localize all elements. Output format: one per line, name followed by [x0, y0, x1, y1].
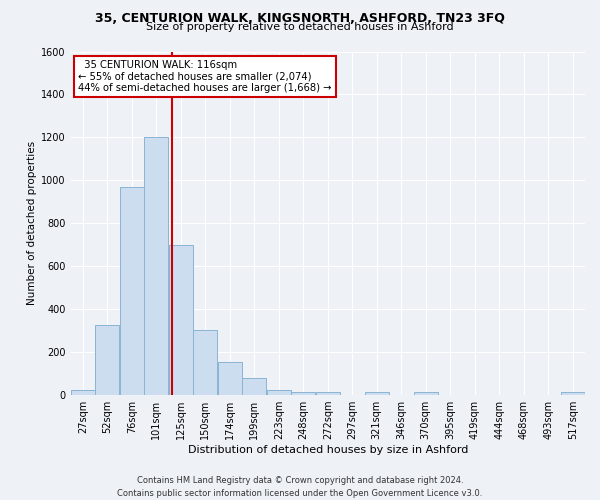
- Text: 35, CENTURION WALK, KINGSNORTH, ASHFORD, TN23 3FQ: 35, CENTURION WALK, KINGSNORTH, ASHFORD,…: [95, 12, 505, 26]
- Bar: [561, 392, 585, 395]
- Bar: [242, 378, 266, 395]
- Bar: [145, 138, 169, 395]
- Bar: [169, 245, 193, 395]
- Bar: [365, 392, 389, 395]
- Bar: [218, 362, 242, 395]
- Text: Contains HM Land Registry data © Crown copyright and database right 2024.
Contai: Contains HM Land Registry data © Crown c…: [118, 476, 482, 498]
- Y-axis label: Number of detached properties: Number of detached properties: [27, 141, 37, 306]
- Text: 35 CENTURION WALK: 116sqm  
← 55% of detached houses are smaller (2,074)
44% of : 35 CENTURION WALK: 116sqm ← 55% of detac…: [79, 60, 332, 94]
- X-axis label: Distribution of detached houses by size in Ashford: Distribution of detached houses by size …: [188, 445, 468, 455]
- Bar: [414, 392, 438, 395]
- Bar: [193, 330, 217, 395]
- Text: Size of property relative to detached houses in Ashford: Size of property relative to detached ho…: [146, 22, 454, 32]
- Bar: [292, 392, 316, 395]
- Bar: [71, 390, 95, 395]
- Bar: [316, 392, 340, 395]
- Bar: [120, 187, 144, 395]
- Bar: [267, 390, 291, 395]
- Bar: [95, 326, 119, 395]
